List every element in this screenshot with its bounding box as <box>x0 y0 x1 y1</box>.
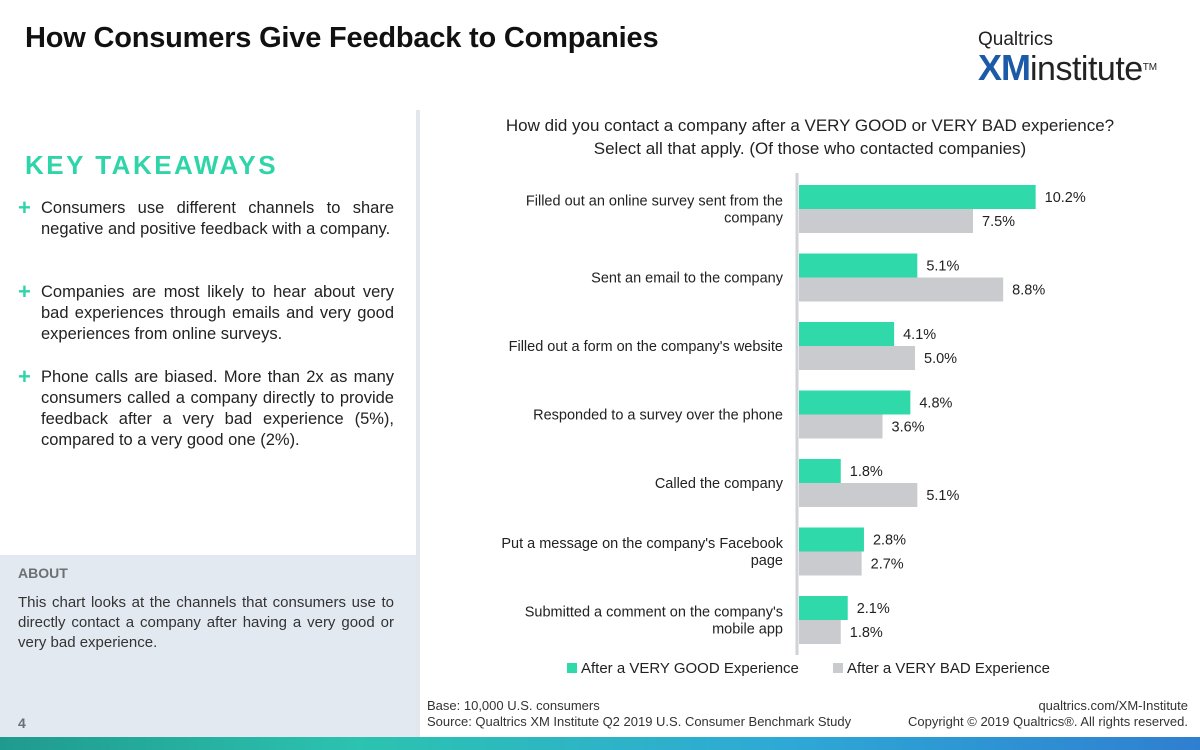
logo-institute-text: institute <box>1030 50 1143 88</box>
bar-very-good <box>799 185 1036 209</box>
data-label: 1.8% <box>850 625 883 641</box>
data-label: 5.1% <box>926 488 959 504</box>
footer-sources: Base: 10,000 U.S. consumers Source: Qual… <box>427 698 851 730</box>
footer-copyright: Copyright © 2019 Qualtrics®. All rights … <box>908 714 1188 729</box>
logo-xm-text: XM <box>978 47 1031 88</box>
category-label: Responded to a survey over the phone <box>533 408 783 424</box>
takeaway-text: Consumers use different channels to shar… <box>41 199 394 238</box>
bottom-gradient-bar <box>0 737 1200 750</box>
bar-very-bad <box>799 277 1004 302</box>
data-label: 5.1% <box>926 259 959 275</box>
category-label: page <box>751 553 783 569</box>
logo-qualtrics-text: Qualtrics <box>978 29 1053 50</box>
bar-chart: Filled out an online survey sent from th… <box>501 173 1086 655</box>
bar-very-good <box>799 596 848 620</box>
panel-divider <box>416 110 420 740</box>
category-label: company <box>724 211 784 227</box>
takeaway-item: + Companies are most likely to hear abou… <box>18 279 394 345</box>
chart-question: How did you contact a company after a VE… <box>440 114 1180 160</box>
data-label: 7.5% <box>982 214 1015 230</box>
category-label: Filled out a form on the company's websi… <box>509 339 783 355</box>
bar-very-bad <box>799 620 841 644</box>
bar-very-good <box>799 390 911 415</box>
data-label: 4.8% <box>919 396 952 412</box>
data-label: 10.2% <box>1045 190 1086 206</box>
data-label: 2.1% <box>857 601 890 617</box>
category-label: mobile app <box>712 622 783 638</box>
chart-subtitle: Select all that apply. (Of those who con… <box>593 139 1027 158</box>
about-text: This chart looks at the channels that co… <box>18 594 394 651</box>
bar-very-bad <box>799 551 862 576</box>
takeaway-text: Phone calls are biased. More than 2x as … <box>41 368 394 449</box>
about-heading: ABOUT <box>18 565 68 581</box>
footer-url[interactable]: qualtrics.com/XM-Institute <box>1038 698 1188 713</box>
legend-swatch-bad <box>833 663 844 673</box>
footer-credits: qualtrics.com/XM-Institute Copyright © 2… <box>908 698 1188 730</box>
category-label: Submitted a comment on the company's <box>525 605 783 621</box>
bar-very-good <box>799 322 895 346</box>
takeaway-item: + Consumers use different channels to sh… <box>18 195 394 240</box>
legend-label-bad: After a VERY BAD Experience <box>847 660 1050 677</box>
bar-very-good <box>799 459 841 483</box>
page-title: How Consumers Give Feedback to Companies <box>25 22 659 54</box>
key-takeaways-heading: KEY TAKEAWAYS <box>25 150 279 180</box>
bar-very-bad <box>799 209 973 233</box>
legend-swatch-good <box>567 663 577 673</box>
page-number: 4 <box>18 715 26 731</box>
legend-item-good: After a VERY GOOD Experience <box>567 660 799 677</box>
category-label: Filled out an online survey sent from th… <box>526 194 783 210</box>
data-label: 2.8% <box>873 533 906 549</box>
data-label: 5.0% <box>924 351 957 367</box>
legend-label-good: After a VERY GOOD Experience <box>581 660 799 677</box>
legend-item-bad: After a VERY BAD Experience <box>833 660 1050 677</box>
data-label: 8.8% <box>1012 283 1045 299</box>
logo-tm-text: TM <box>1142 62 1158 73</box>
bar-very-bad <box>799 483 918 507</box>
bar-very-bad <box>799 414 883 439</box>
data-label: 3.6% <box>892 420 925 436</box>
bar-very-good <box>799 527 864 552</box>
takeaway-item: + Phone calls are biased. More than 2x a… <box>18 364 394 451</box>
bar-very-good <box>799 253 918 278</box>
qualtrics-xm-institute-logo: Qualtrics XMinstituteTM <box>978 30 1183 92</box>
plus-icon: + <box>18 195 31 220</box>
data-label: 1.8% <box>850 464 883 480</box>
data-label: 4.1% <box>903 327 936 343</box>
category-label: Put a message on the company's Facebook <box>501 536 783 552</box>
takeaway-text: Companies are most likely to hear about … <box>41 283 394 343</box>
bar-very-bad <box>799 346 915 370</box>
category-label: Called the company <box>655 476 784 492</box>
plus-icon: + <box>18 279 31 304</box>
about-panel: ABOUT This chart looks at the channels t… <box>0 555 416 737</box>
footer-source: Source: Qualtrics XM Institute Q2 2019 U… <box>427 714 852 729</box>
plus-icon: + <box>18 364 31 389</box>
footer-base: Base: 10,000 U.S. consumers <box>427 698 600 713</box>
category-label: Sent an email to the company <box>591 271 784 287</box>
chart-legend: After a VERY GOOD Experience After a VER… <box>567 660 1080 677</box>
data-label: 2.7% <box>871 557 904 573</box>
chart-title: How did you contact a company after a VE… <box>505 116 1115 135</box>
